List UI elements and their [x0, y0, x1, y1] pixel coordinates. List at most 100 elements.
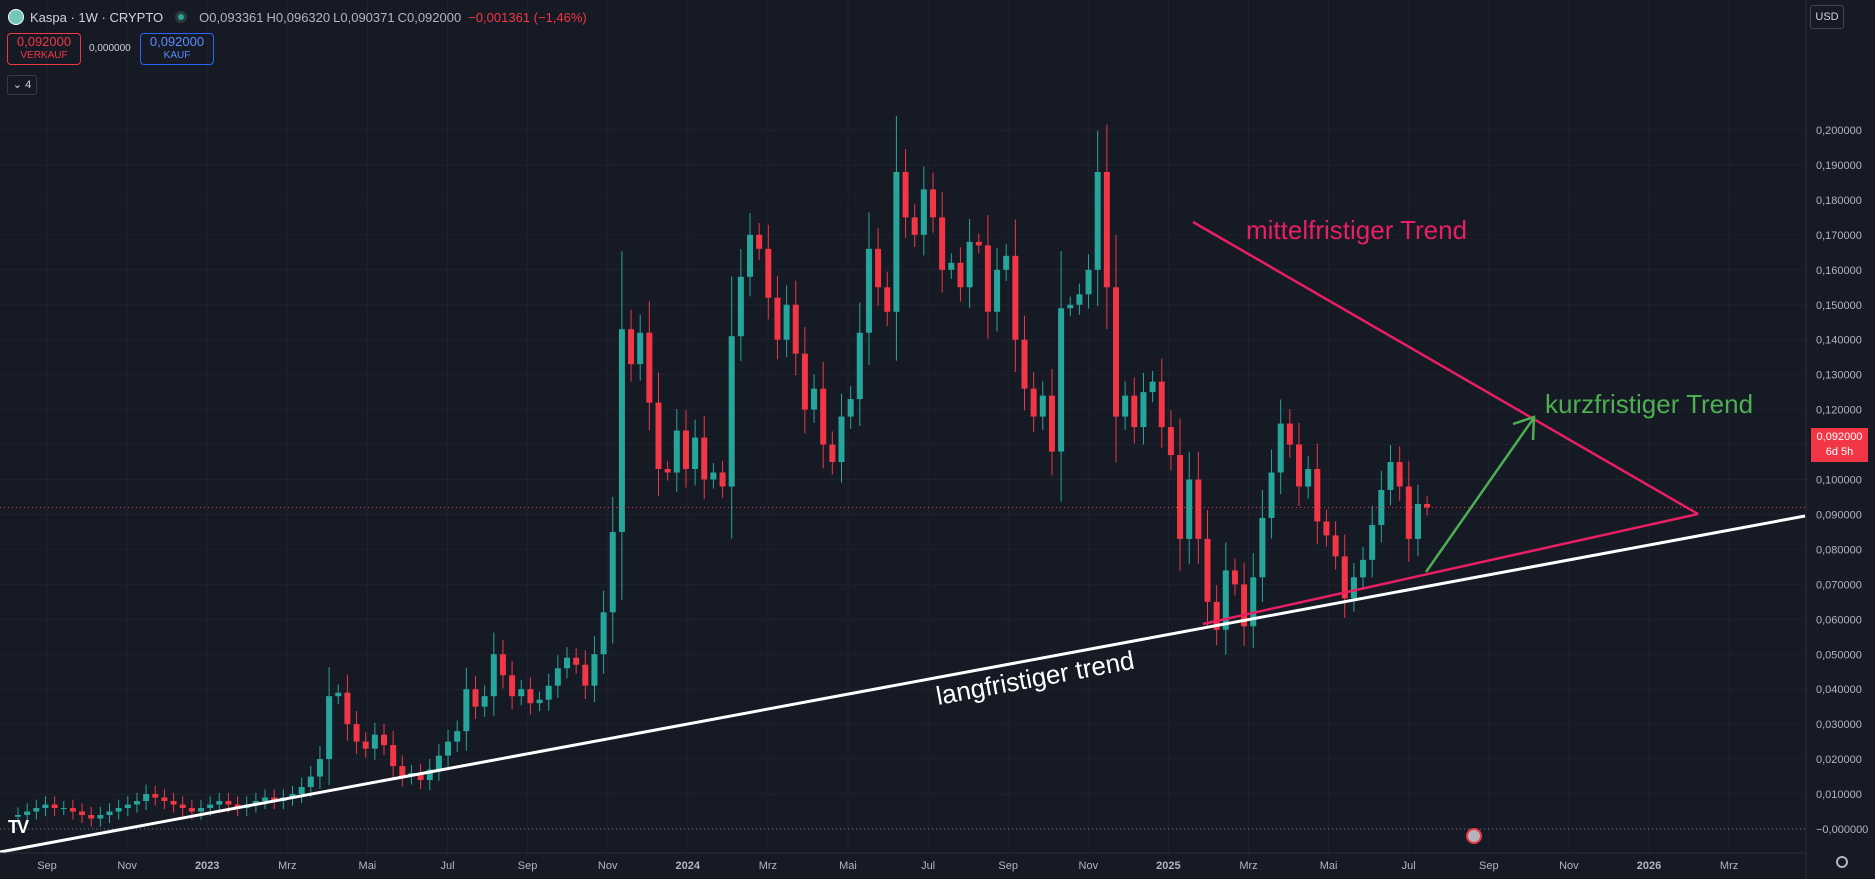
candle — [1341, 534, 1348, 618]
candle — [1378, 470, 1385, 543]
us-flag-icon[interactable] — [1466, 828, 1482, 844]
candle — [930, 172, 936, 233]
candle-body — [1012, 255, 1019, 340]
candle — [618, 251, 625, 600]
candle — [509, 660, 516, 710]
candle — [728, 276, 735, 539]
candle-body — [170, 801, 177, 805]
short-trend-label: kurzfristiger Trend — [1545, 389, 1753, 419]
candle-body — [600, 612, 607, 655]
candle — [756, 222, 763, 261]
candle-body — [1167, 427, 1174, 456]
candle — [426, 758, 433, 791]
candle-body — [51, 804, 58, 809]
candle-body — [509, 675, 516, 697]
x-tick-label: Mrz — [278, 860, 296, 872]
candle-body — [88, 815, 95, 819]
x-tick-label: Nov — [117, 860, 137, 872]
candle-body — [920, 189, 927, 235]
candle — [1424, 495, 1431, 516]
candle — [518, 679, 525, 706]
candle — [1122, 381, 1129, 430]
candle-body — [106, 811, 113, 816]
currency-selector[interactable]: USD — [1810, 5, 1844, 29]
candle — [42, 796, 49, 817]
candle — [1167, 410, 1174, 471]
candle-body — [820, 388, 827, 445]
gear-icon[interactable] — [1836, 856, 1848, 868]
tradingview-logo-icon[interactable]: TV — [8, 817, 29, 837]
candle — [79, 803, 86, 824]
candle-body — [628, 329, 635, 365]
candle — [710, 463, 717, 489]
indicators-toggle[interactable]: ⌄ 4 — [7, 75, 37, 95]
candle-body — [774, 297, 781, 340]
candle — [554, 655, 561, 698]
candle — [884, 271, 891, 327]
buy-button[interactable]: 0,092000 KAUF — [140, 33, 214, 65]
candle — [1149, 370, 1156, 403]
candle — [1323, 509, 1330, 547]
candle-body — [115, 808, 122, 812]
candle-body — [801, 353, 808, 410]
y-tick-label: 0,020000 — [1816, 754, 1862, 766]
y-tick-label: 0,160000 — [1816, 265, 1862, 277]
candle-body — [435, 755, 442, 770]
x-tick-label: Jul — [921, 860, 935, 872]
sell-button[interactable]: 0,092000 VERKAUF — [7, 33, 81, 65]
candle-body — [426, 769, 433, 781]
candle — [1231, 558, 1238, 596]
candle-body — [24, 811, 31, 816]
y-tick-label: 0,170000 — [1816, 230, 1862, 242]
candle-body — [591, 654, 598, 686]
candle-body — [737, 276, 744, 337]
chart-header: Kaspa · 1W · CRYPTO O0,093361 H0,096320 … — [8, 6, 587, 28]
mid-trend-upper-line — [1192, 220, 1699, 516]
buy-price: 0,092000 — [149, 34, 205, 49]
y-tick-label: 0,090000 — [1816, 509, 1862, 521]
candle — [445, 729, 452, 767]
candle — [1286, 409, 1293, 458]
candle — [1021, 315, 1028, 411]
candle — [994, 248, 1001, 332]
candle-body — [1369, 524, 1376, 560]
short-trend-arrowhead — [1512, 415, 1536, 441]
candle — [1012, 219, 1019, 372]
candle — [600, 590, 607, 674]
candle — [1360, 546, 1367, 590]
x-tick-label: Nov — [1079, 860, 1099, 872]
candle — [957, 247, 964, 302]
candle — [1140, 372, 1147, 445]
candle — [1048, 369, 1055, 476]
candle-body — [179, 804, 186, 809]
candle — [948, 253, 955, 279]
sell-price: 0,092000 — [16, 34, 72, 49]
candle — [1094, 130, 1101, 307]
candle — [637, 314, 644, 381]
candle-body — [1405, 486, 1412, 539]
x-tick-label: Mai — [1320, 860, 1338, 872]
candle — [454, 720, 461, 752]
candle-body — [399, 766, 406, 777]
candle — [51, 796, 58, 817]
candle — [326, 667, 333, 785]
candle — [966, 218, 973, 308]
x-tick-label: Mai — [839, 860, 857, 872]
candle — [692, 419, 699, 486]
candle-body — [838, 416, 845, 463]
candle-body — [143, 794, 150, 802]
candle-body — [344, 692, 351, 725]
symbol-title[interactable]: Kaspa · 1W · CRYPTO — [30, 9, 164, 25]
candle-body — [618, 329, 625, 532]
candle-body — [381, 734, 387, 746]
candle-body — [975, 241, 982, 246]
candle-body — [527, 689, 534, 704]
candle-body — [79, 811, 86, 816]
candle-body — [1131, 395, 1138, 428]
candle-body — [701, 437, 708, 480]
candle — [1332, 521, 1339, 570]
candle-body — [957, 262, 964, 288]
candle-body — [545, 685, 552, 700]
candle-body — [262, 797, 269, 802]
